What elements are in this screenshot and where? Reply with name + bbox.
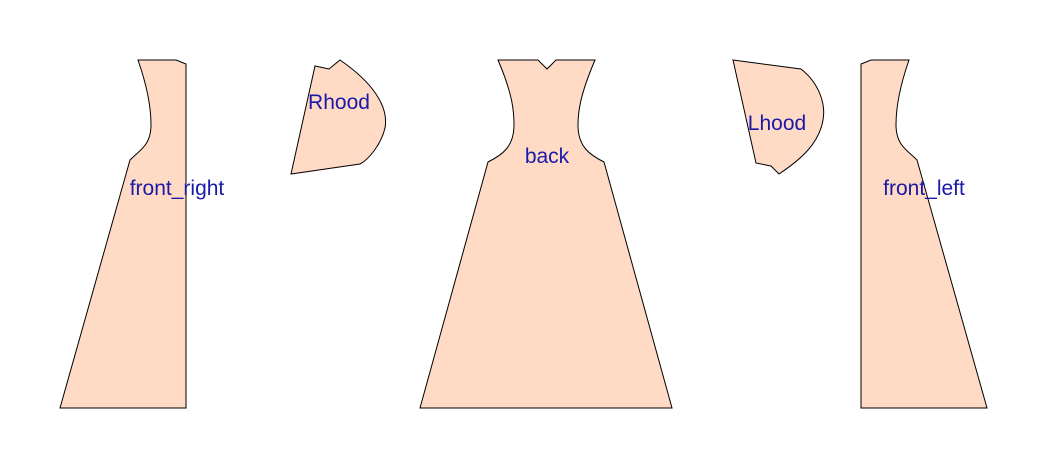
- front-right-shape: [59, 59, 187, 409]
- rhood-label: Rhood: [308, 91, 370, 114]
- lhood-label: Lhood: [748, 112, 806, 135]
- panel-front-left: front_left: [860, 59, 988, 409]
- back-label: back: [525, 145, 570, 168]
- panel-back: back: [419, 59, 673, 409]
- rhood-shape: [290, 59, 387, 175]
- back-shape: [419, 59, 673, 409]
- panel-front-right: front_right: [59, 59, 225, 409]
- panel-lhood: Lhood: [732, 59, 825, 175]
- front-left-shape: [860, 59, 988, 409]
- front-left-label: front_left: [883, 177, 965, 200]
- lhood-shape: [732, 59, 825, 175]
- front-right-label: front_right: [130, 177, 225, 200]
- panel-rhood: Rhood: [290, 59, 387, 175]
